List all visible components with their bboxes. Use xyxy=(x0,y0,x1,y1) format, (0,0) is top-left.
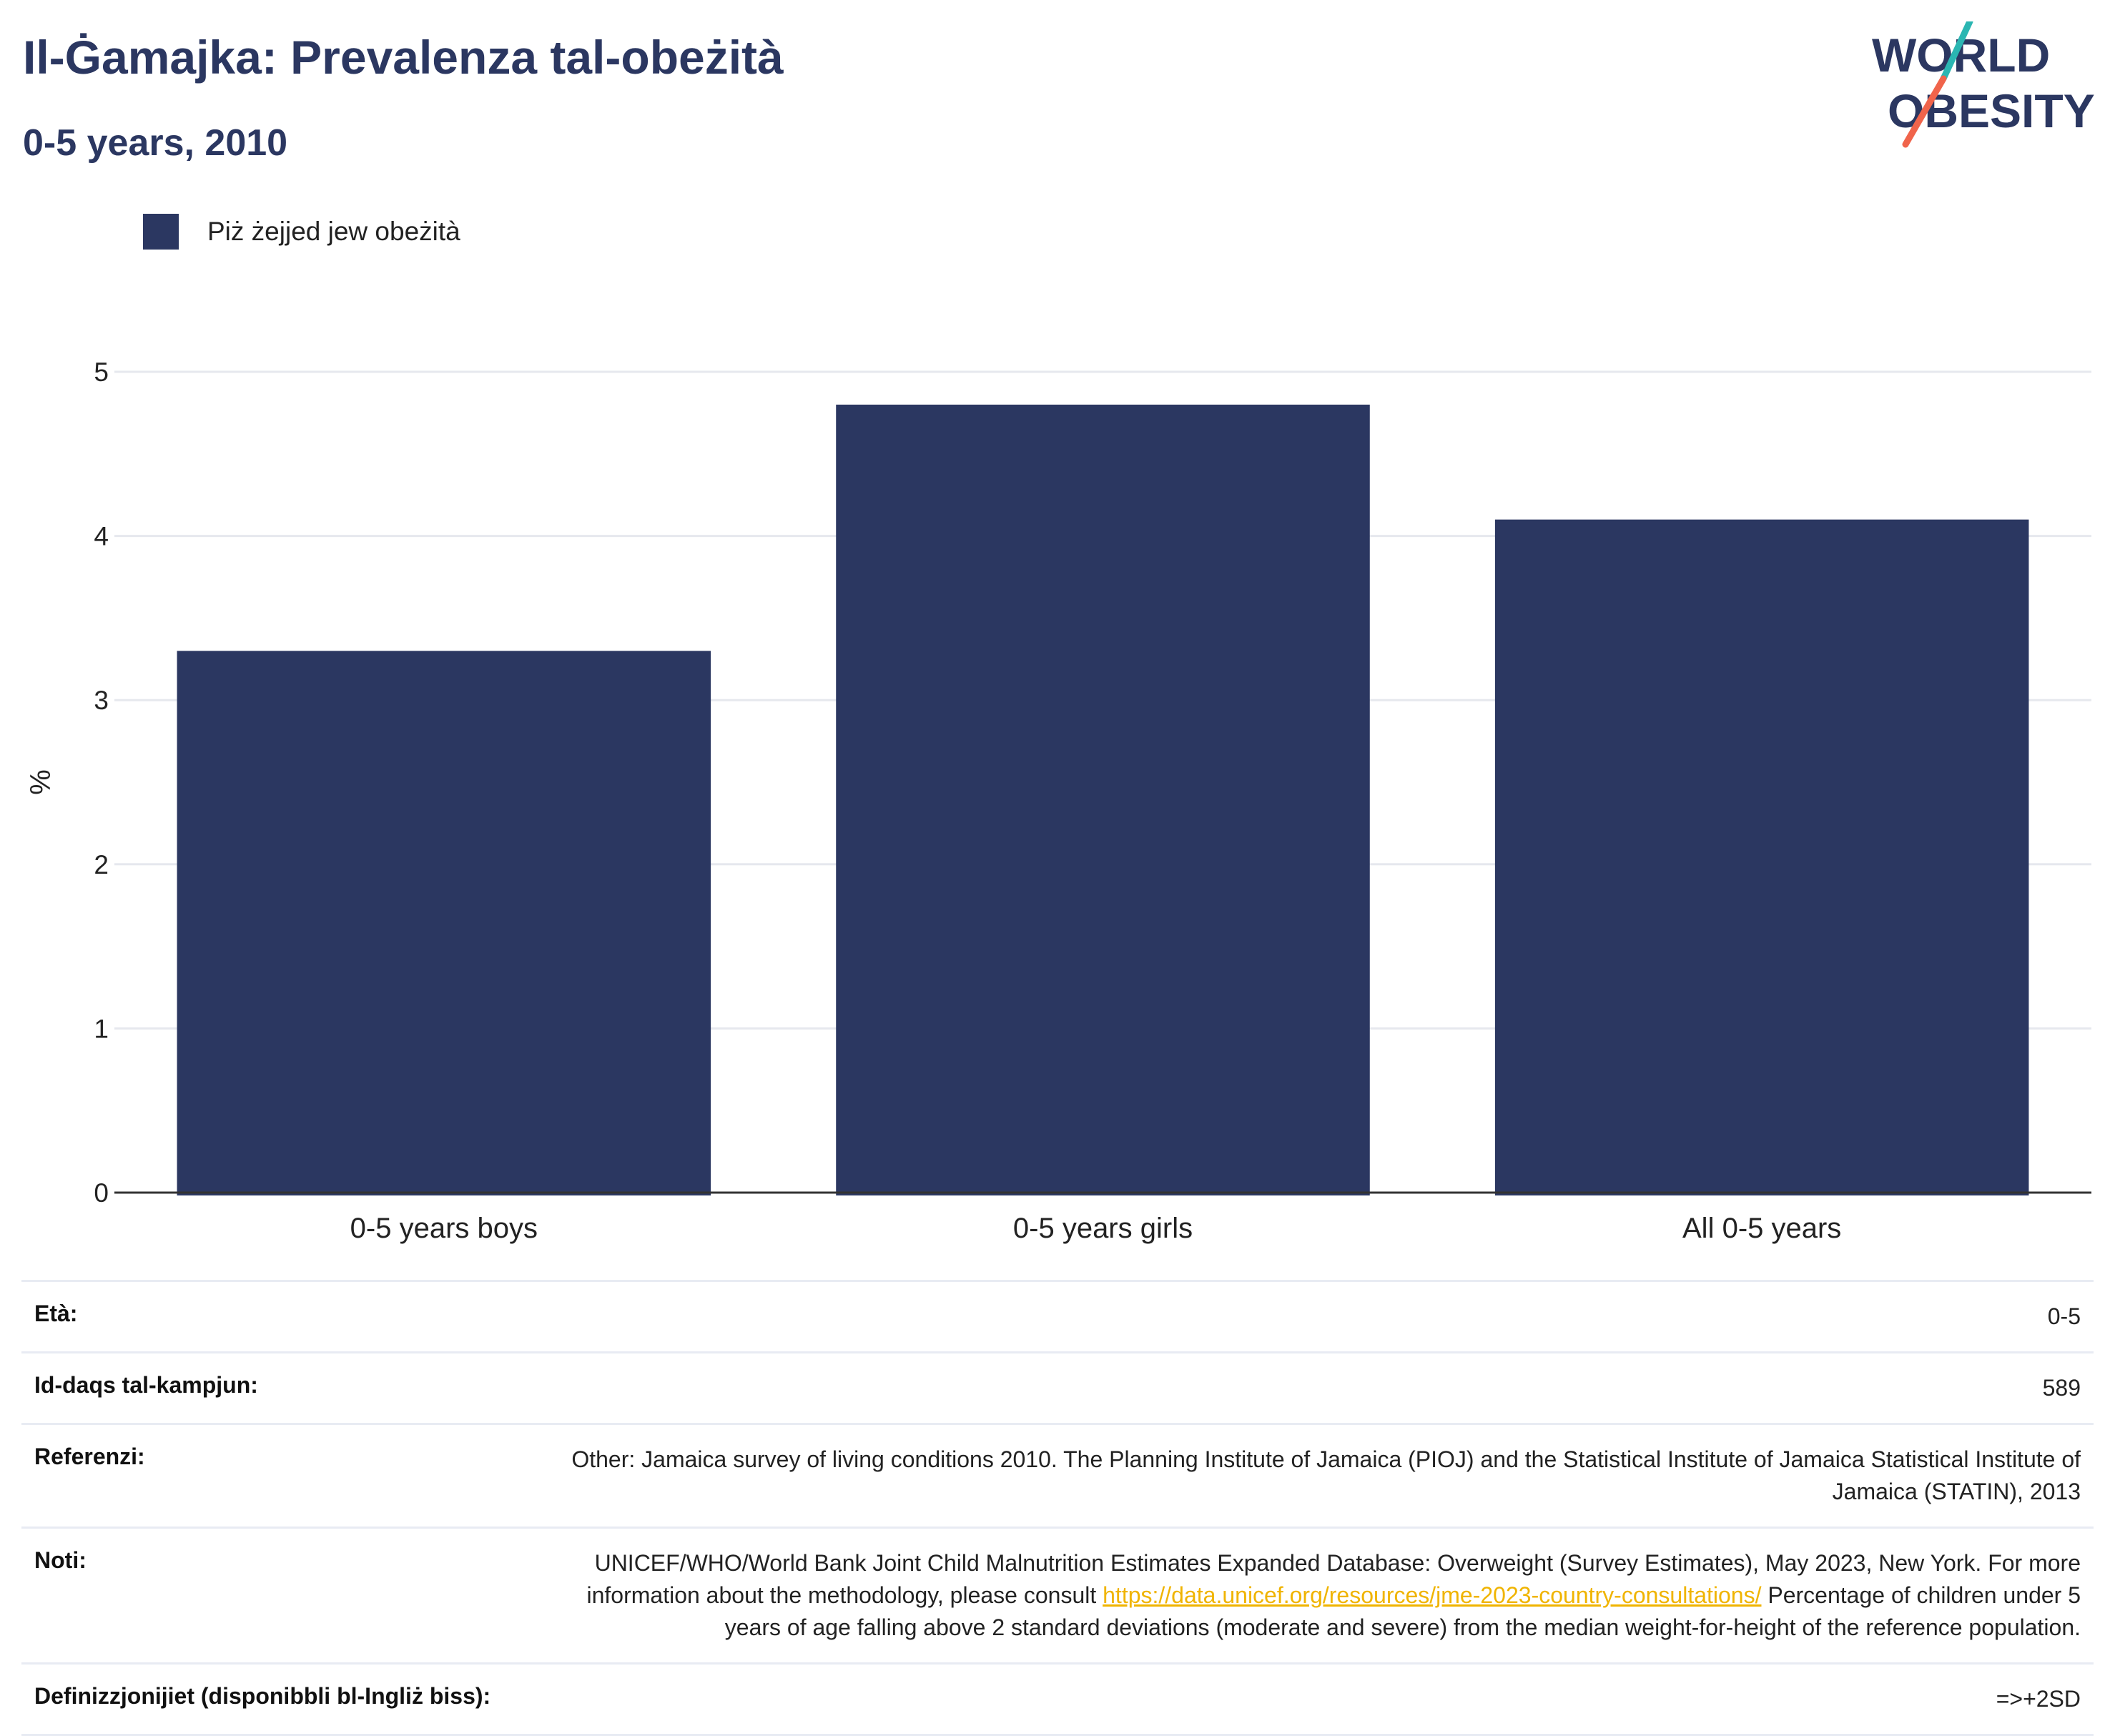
notes-label: Noti: xyxy=(34,1547,87,1573)
y-tick-label: 4 xyxy=(94,522,109,551)
world-obesity-logo: WORLD OBESITY xyxy=(1872,21,2095,148)
y-tick-label: 1 xyxy=(94,1014,109,1043)
x-tick-label: All 0-5 years xyxy=(1682,1213,1841,1244)
bar xyxy=(1494,519,2029,1195)
logo-slash-bottom xyxy=(1902,75,1947,148)
legend-swatch xyxy=(143,214,179,250)
age-value: 0-5 xyxy=(2047,1303,2081,1329)
info-row-references: Referenzi: Other: Jamaica survey of livi… xyxy=(21,1423,2094,1527)
bar-chart: 0 1 2 3 4 5% 0-5 years boys 0-5 years girls All … xyxy=(25,357,2091,1244)
sample-size-label: Id-daqs tal-kampjun: xyxy=(34,1372,258,1398)
references-label: Referenzi: xyxy=(34,1444,145,1469)
info-row-definitions: Definizzjonijiet (disponibbli bl-Ingliż … xyxy=(21,1662,2094,1736)
legend-label: Piż żejjed jew obeżità xyxy=(207,217,460,246)
notes-link[interactable]: https://data.unicef.org/resources/jme-20… xyxy=(1103,1582,1762,1608)
info-row-sample-size: Id-daqs tal-kampjun: 589 xyxy=(21,1351,2094,1423)
chart-subtitle: 0-5 years, 2010 xyxy=(23,122,288,164)
y-tick-label: 0 xyxy=(94,1178,109,1208)
notes-value: UNICEF/WHO/World Bank Joint Child Malnut… xyxy=(558,1547,2081,1644)
y-tick-label: 2 xyxy=(94,850,109,879)
info-table: Età: 0-5 Id-daqs tal-kampjun: 589 Refere… xyxy=(21,1280,2094,1736)
x-tick-label: 0-5 years boys xyxy=(350,1213,538,1244)
notes-text-before: UNICEF/WHO/World Bank Joint Child Malnut… xyxy=(586,1550,2081,1608)
logo-line-2: OBESITY xyxy=(1888,84,2095,137)
logo-slash-top xyxy=(1940,21,1973,82)
chart-legend[interactable]: Piż żejjed jew obeżità xyxy=(143,212,460,252)
notes-text-after: Percentage of children under 5 years of … xyxy=(724,1582,2081,1640)
definitions-label: Definizzjonijiet (disponibbli bl-Ingliż … xyxy=(34,1683,491,1709)
sample-size-value: 589 xyxy=(2042,1375,2081,1401)
bar xyxy=(177,651,711,1195)
y-tick-label: 3 xyxy=(94,686,109,715)
chart-title: Il-Ġamajka: Prevalenza tal-obeżità xyxy=(23,31,784,84)
info-row-age: Età: 0-5 xyxy=(21,1280,2094,1351)
references-value: Other: Jamaica survey of living conditio… xyxy=(571,1446,2081,1504)
y-axis-label: % xyxy=(25,769,56,795)
x-tick-label: 0-5 years girls xyxy=(1013,1213,1193,1244)
age-label: Età: xyxy=(34,1301,78,1326)
y-tick-label: 5 xyxy=(94,357,109,387)
definitions-value: =>+2SD xyxy=(1996,1686,2081,1712)
bar xyxy=(836,404,1370,1196)
info-row-notes: Noti: UNICEF/WHO/World Bank Joint Child … xyxy=(21,1527,2094,1662)
